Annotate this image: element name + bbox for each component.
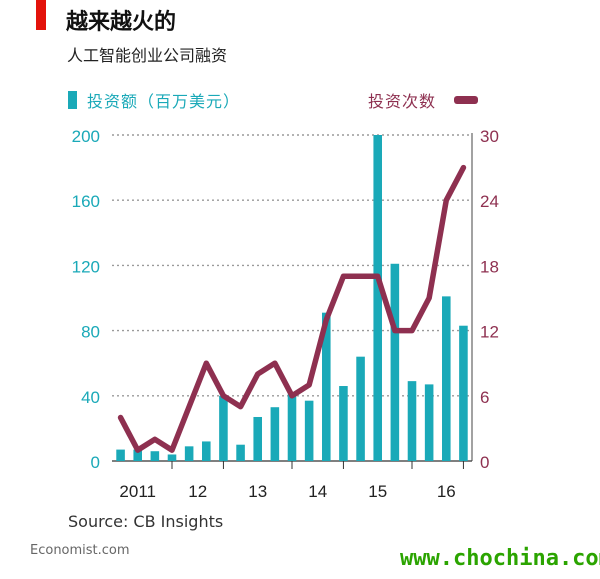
watermark: www.chochina.com <box>400 546 600 571</box>
right-tick-label: 0 <box>480 453 489 472</box>
chart-subtitle: 人工智能创业公司融资 <box>67 46 228 65</box>
left-tick-label: 200 <box>72 127 100 146</box>
bar <box>339 386 348 461</box>
legend-bars-swatch <box>68 91 77 109</box>
bar <box>202 441 211 461</box>
x-tick-label: 12 <box>188 482 207 501</box>
source-note: Source: CB Insights <box>68 512 224 531</box>
left-tick-label: 120 <box>72 257 100 276</box>
bar <box>356 356 365 461</box>
bar <box>150 451 160 461</box>
bar <box>167 454 177 461</box>
bar <box>373 135 382 461</box>
bar <box>270 407 280 461</box>
x-tick-label: 15 <box>368 482 387 501</box>
bar <box>184 446 194 461</box>
bar <box>287 394 297 461</box>
x-tick-label: 16 <box>437 482 456 501</box>
right-tick-label: 24 <box>480 192 499 211</box>
legend-line: 投资次数 <box>368 88 479 112</box>
count-line <box>117 164 467 453</box>
right-tick-label: 12 <box>480 323 499 342</box>
right-tick-label: 30 <box>480 127 499 146</box>
bar <box>390 263 400 461</box>
bar <box>407 381 417 461</box>
accent-bar <box>36 0 46 30</box>
left-tick-label: 0 <box>91 453 100 472</box>
bar <box>459 325 468 461</box>
left-tick-label: 40 <box>81 388 100 407</box>
bar <box>322 312 331 461</box>
legend-bars-label: 投资额（百万美元） <box>87 92 241 111</box>
bar <box>424 384 434 461</box>
left-tick-label: 80 <box>81 323 100 342</box>
bar <box>253 416 262 461</box>
brand-label: Economist.com <box>30 543 130 558</box>
left-tick-label: 160 <box>72 192 100 211</box>
legend-line-swatch <box>454 96 479 104</box>
legend-line-label: 投资次数 <box>368 92 437 111</box>
x-tick-label: 2011 <box>119 482 156 501</box>
right-tick-label: 18 <box>480 257 499 276</box>
bar <box>442 296 451 461</box>
bar <box>133 449 142 461</box>
chart-title: 越来越火的 <box>66 10 177 35</box>
bar <box>304 400 314 461</box>
x-tick-label: 14 <box>308 482 327 501</box>
right-tick-label: 6 <box>480 388 489 407</box>
bar <box>236 444 245 461</box>
bar <box>116 449 125 461</box>
bar <box>219 395 228 461</box>
legend-bars: 投资额（百万美元） <box>68 88 240 112</box>
x-tick-label: 13 <box>248 482 267 501</box>
